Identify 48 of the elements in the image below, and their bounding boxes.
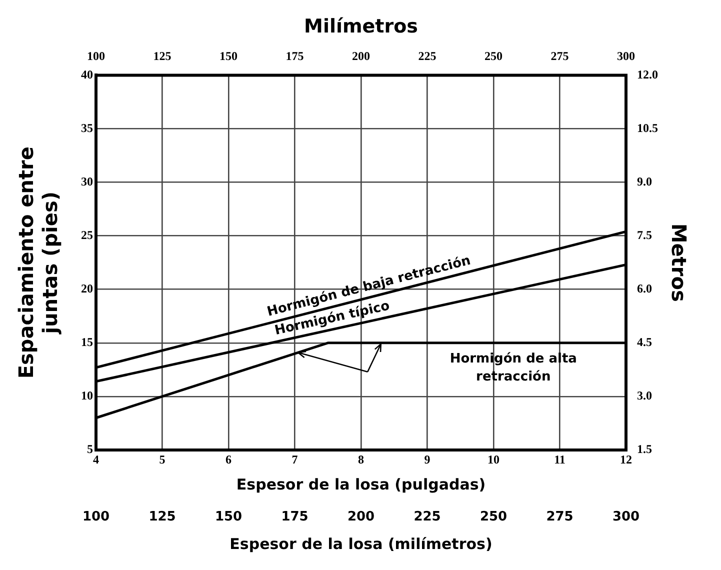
text: Espesor de la losa (milímetros)	[230, 534, 492, 553]
y2-tick-label: 9.0	[637, 174, 652, 188]
x-tick-label: 7	[292, 452, 298, 466]
y-tick-label: 5	[87, 442, 93, 456]
y-tick-label: 15	[81, 335, 93, 350]
text: 275	[546, 510, 574, 525]
y2-tick-label: 3.0	[637, 388, 652, 403]
x-tick-label: 9	[424, 452, 430, 466]
text: 250	[480, 510, 508, 525]
x-tick-label: 12	[620, 452, 632, 466]
x-tick-label: 5	[159, 452, 166, 466]
x2-tick-label: 175	[286, 49, 304, 64]
x2-axis-title: Milímetros	[304, 15, 418, 38]
text: 200	[347, 510, 375, 525]
x2-tick-label: 275	[550, 49, 569, 64]
y2-tick-label: 6.0	[637, 281, 652, 296]
y-axis-title: Espaciamiento entre juntas (pies)	[14, 146, 62, 379]
y-tick-label: 20	[81, 281, 93, 296]
x2-tick-label: 200	[352, 49, 370, 64]
x-tick-label: 11	[554, 452, 566, 466]
y-tick-label: 25	[81, 228, 93, 242]
text: 175	[281, 510, 308, 525]
x2-tick-label: 150	[220, 49, 238, 64]
y-tick-label: 35	[81, 120, 93, 135]
text: 150	[214, 510, 242, 525]
y2-tick-label: 4.5	[637, 335, 652, 350]
y2-tick-label: 12.0	[637, 67, 658, 82]
x2-tick-label: 250	[484, 49, 502, 64]
text: 125	[148, 510, 176, 525]
y-tick-label: 40	[81, 67, 93, 82]
y-tick-label: 30	[81, 174, 93, 188]
x-tick-label: 10	[488, 452, 500, 466]
x2-tick-label: 300	[617, 49, 635, 64]
x-tick-label: 8	[358, 452, 364, 466]
x2-tick-label: 125	[153, 49, 172, 64]
x-axis-title: Espesor de la losa (pulgadas)	[236, 475, 486, 494]
y2-axis-title: Metros	[666, 223, 691, 302]
x2-tick-label: 100	[87, 49, 105, 64]
x2-tick-label: 225	[418, 49, 436, 64]
y2-tick-label: 10.5	[637, 120, 658, 135]
x-tick-label: 6	[226, 452, 232, 466]
text: 100	[82, 510, 110, 525]
text: 300	[612, 510, 640, 525]
y-tick-label: 10	[81, 388, 93, 403]
x-tick-label: 4	[93, 452, 99, 466]
text: 225	[414, 510, 441, 525]
y2-tick-label: 1.5	[637, 442, 652, 456]
y2-tick-label: 7.5	[637, 228, 652, 242]
